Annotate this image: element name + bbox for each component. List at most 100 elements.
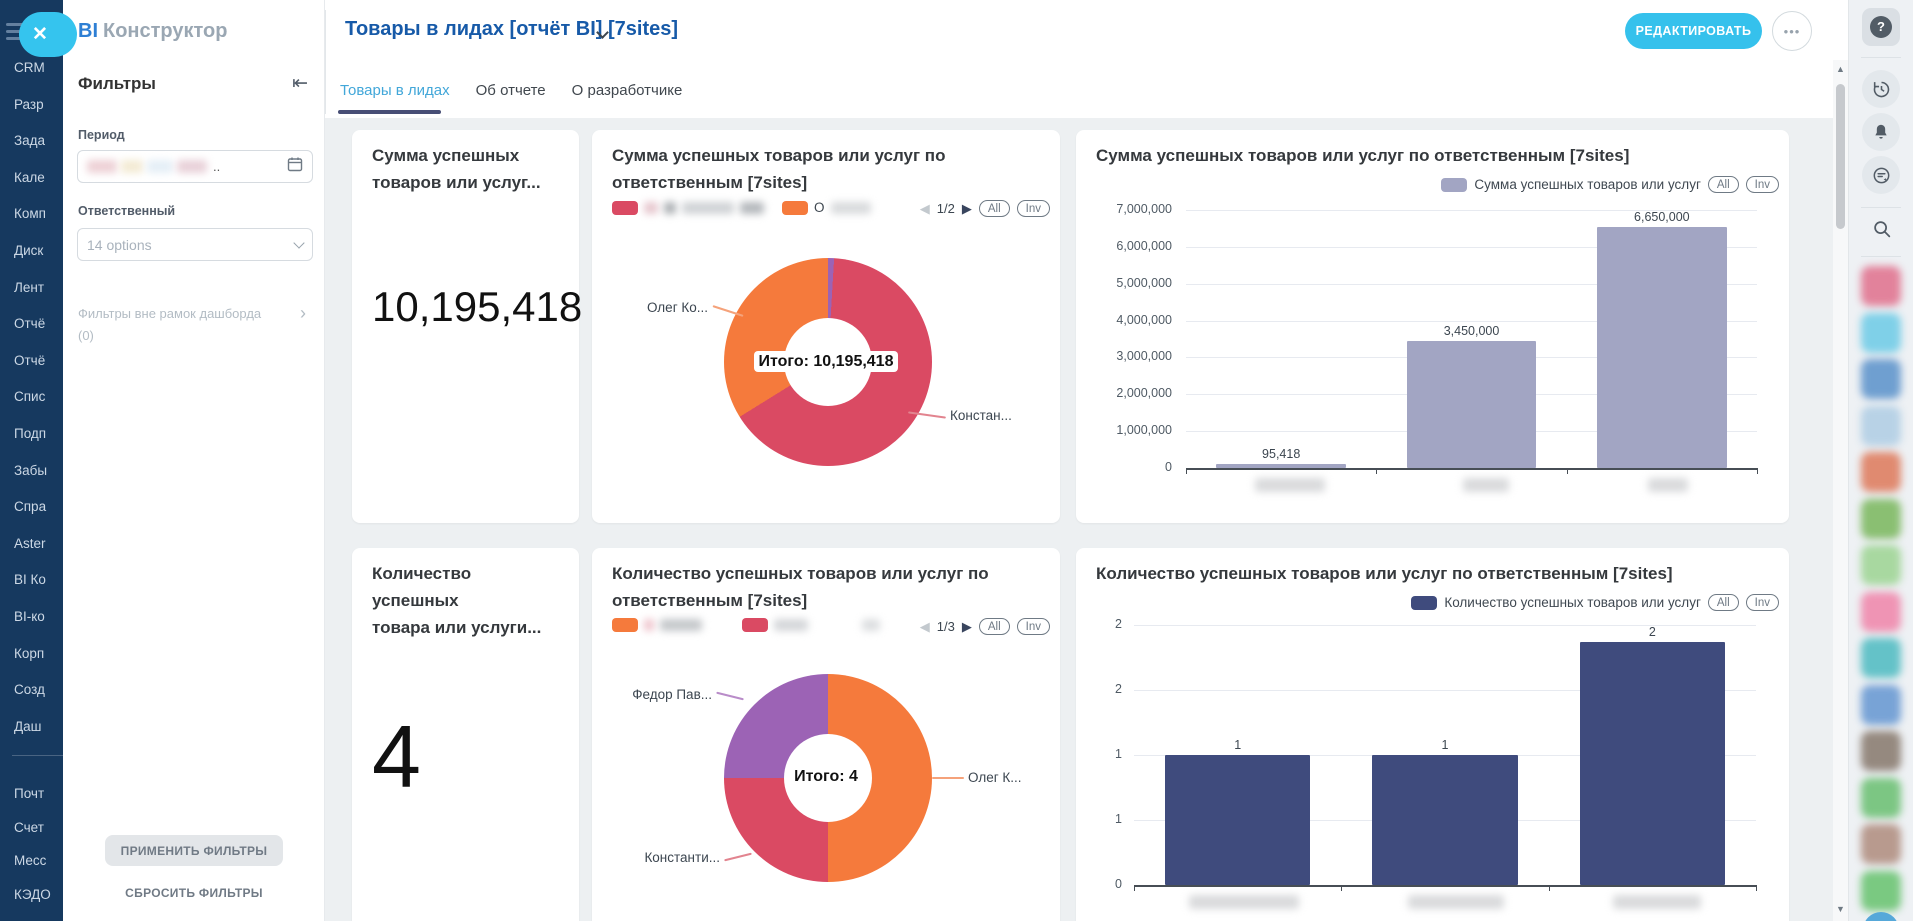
sidebar-item[interactable]: Корп: [14, 645, 45, 661]
pager-next-icon[interactable]: ▶: [961, 200, 972, 216]
bar[interactable]: [1165, 755, 1311, 885]
legend-inv-button[interactable]: Inv: [1016, 618, 1050, 635]
help-icon[interactable]: ?: [1862, 8, 1900, 46]
search-icon[interactable]: [1871, 218, 1893, 245]
notifications-icon[interactable]: [1862, 113, 1900, 151]
user-avatar[interactable]: [1861, 684, 1901, 725]
sidebar-item[interactable]: Диск: [14, 243, 44, 258]
sidebar-item[interactable]: CRM: [14, 60, 45, 75]
legend-inv-button[interactable]: Inv: [1745, 594, 1779, 611]
period-suffix: ..: [213, 159, 221, 174]
x-axis-tick: [1757, 468, 1758, 474]
donut-callout-right: Констан...: [950, 408, 1012, 423]
user-avatar[interactable]: [1861, 498, 1901, 539]
x-axis-tick: [1134, 885, 1135, 891]
scrollbar-thumb[interactable]: [1836, 84, 1845, 229]
collapse-panel-icon[interactable]: ⇤: [292, 73, 308, 94]
sidebar-item[interactable]: Месс: [14, 853, 47, 868]
sidebar-item[interactable]: BI-ко: [14, 609, 45, 624]
bar[interactable]: [1216, 464, 1346, 468]
report-tabs: Товары в лидах Об отчете О разработчике: [340, 82, 682, 99]
sidebar-item[interactable]: Зада: [14, 133, 46, 149]
chat-icon[interactable]: [1862, 156, 1900, 194]
sidebar-item[interactable]: Подп: [14, 426, 47, 441]
user-avatar[interactable]: [1861, 312, 1901, 353]
user-avatar[interactable]: [1861, 452, 1901, 492]
y-axis-tick: 3,000,000: [1116, 349, 1172, 364]
filters-outside-link[interactable]: Фильтры вне рамок дашборда (0): [78, 303, 298, 347]
bar[interactable]: [1372, 755, 1518, 885]
history-icon[interactable]: [1862, 70, 1900, 108]
bar[interactable]: [1579, 642, 1725, 885]
sidebar-item[interactable]: Комп: [14, 206, 46, 222]
legend-swatch-orange[interactable]: [612, 618, 638, 632]
legend-swatch-crimson[interactable]: [612, 200, 638, 215]
sidebar-item[interactable]: Отчё: [14, 316, 46, 332]
sidebar-item[interactable]: Разр: [14, 96, 44, 112]
sidebar-item[interactable]: Почт: [14, 786, 45, 801]
sidebar-item[interactable]: Даш: [14, 718, 42, 734]
card-sum-bar-chart: Сумма успешных товаров или услуг по отве…: [1076, 130, 1789, 523]
legend-swatch-orange[interactable]: [782, 200, 808, 215]
sidebar-item[interactable]: Спис: [14, 389, 46, 405]
legend-swatch-crimson[interactable]: [742, 618, 768, 632]
scroll-up-icon[interactable]: ▲: [1836, 64, 1845, 74]
more-options-button[interactable]: •••: [1772, 11, 1812, 51]
sidebar-item[interactable]: Созд: [14, 682, 45, 698]
close-menu-button[interactable]: ✕: [19, 12, 77, 57]
user-avatar[interactable]: [1861, 591, 1901, 632]
user-avatar[interactable]: [1861, 359, 1901, 399]
pager-prev-icon[interactable]: ◀: [919, 618, 930, 634]
card-title: Сумма успешных товаров или услуг по отве…: [612, 146, 946, 192]
user-avatar[interactable]: [1861, 545, 1901, 585]
sidebar-item[interactable]: Счет: [14, 819, 44, 835]
bars: 1 1 2: [1134, 625, 1756, 885]
bar[interactable]: [1406, 340, 1537, 468]
tab-about-report[interactable]: Об отчете: [475, 82, 546, 99]
user-avatar[interactable]: [1861, 777, 1901, 818]
scrollbar-track[interactable]: [1833, 60, 1848, 921]
reset-filters-button[interactable]: СБРОСИТЬ ФИЛЬТРЫ: [125, 886, 263, 900]
legend-swatch[interactable]: [1441, 177, 1468, 192]
pager-prev-icon[interactable]: ◀: [919, 200, 930, 216]
pager-next-icon[interactable]: ▶: [961, 618, 972, 634]
calendar-icon[interactable]: [287, 156, 303, 177]
user-avatar[interactable]: [1861, 870, 1901, 911]
user-avatar[interactable]: [1861, 824, 1901, 864]
card-title: Количество успешных товаров или услуг по…: [612, 564, 989, 610]
responsible-select[interactable]: 14 options: [77, 228, 313, 261]
period-label: Период: [78, 128, 125, 142]
sidebar-item[interactable]: Лент: [14, 279, 45, 295]
gridline: [1134, 690, 1756, 691]
sidebar-item[interactable]: КЭДО: [14, 886, 51, 902]
user-avatar[interactable]: [1861, 405, 1901, 446]
filters-heading: Фильтры: [78, 74, 156, 93]
tab-about-developer[interactable]: О разработчике: [571, 82, 683, 99]
legend-inv-button[interactable]: Inv: [1016, 200, 1050, 217]
legend-all-button[interactable]: All: [978, 200, 1010, 217]
y-axis-tick: 1,000,000: [1116, 423, 1172, 438]
legend-all-button[interactable]: All: [1707, 176, 1739, 193]
period-input[interactable]: ..: [77, 150, 313, 183]
apply-filters-button[interactable]: ПРИМЕНИТЬ ФИЛЬТРЫ: [105, 835, 283, 866]
bars: 95,418 3,450,000 6,650,000: [1186, 210, 1757, 468]
scroll-down-icon[interactable]: ▼: [1836, 904, 1845, 914]
sidebar-item[interactable]: Забы: [14, 462, 48, 478]
legend-swatch[interactable]: [1411, 595, 1438, 610]
chat-bubble-avatar[interactable]: [1863, 912, 1899, 921]
legend-all-button[interactable]: All: [1707, 594, 1739, 611]
sidebar-item[interactable]: Aster: [14, 535, 46, 551]
user-avatar[interactable]: [1861, 266, 1901, 306]
legend-all-button[interactable]: All: [978, 618, 1010, 635]
tab-products-in-leads[interactable]: Товары в лидах: [340, 82, 450, 99]
legend-inv-button[interactable]: Inv: [1745, 176, 1779, 193]
edit-button[interactable]: РЕДАКТИРОВАТЬ: [1625, 13, 1762, 49]
sidebar-item[interactable]: Отчё: [14, 352, 46, 368]
sidebar-item[interactable]: BI Ко: [14, 572, 46, 588]
sidebar-item[interactable]: Спра: [14, 499, 47, 515]
sidebar-item[interactable]: Кале: [14, 169, 45, 185]
user-avatar[interactable]: [1861, 731, 1901, 771]
user-avatar[interactable]: [1861, 638, 1901, 678]
bar[interactable]: [1597, 227, 1727, 468]
x-axis-tick: [1341, 885, 1343, 891]
